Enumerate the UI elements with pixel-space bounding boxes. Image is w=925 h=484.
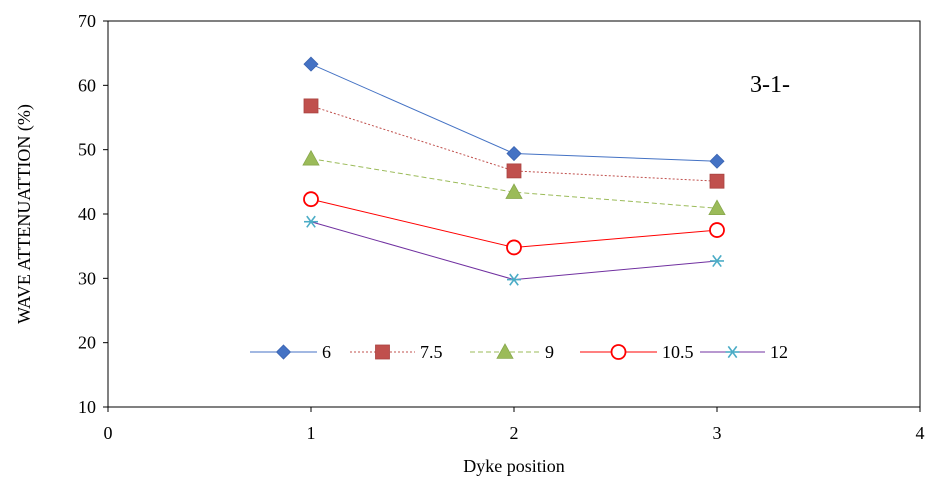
series-9 xyxy=(302,149,726,216)
legend-label: 10.5 xyxy=(662,342,694,362)
y-tick-label: 10 xyxy=(78,397,96,417)
series-12 xyxy=(304,215,724,286)
data-point xyxy=(709,173,725,189)
series-line xyxy=(310,158,718,209)
legend-item-10.5: 10.5 xyxy=(580,342,694,362)
legend-marker xyxy=(496,343,514,359)
legend-label: 12 xyxy=(770,342,788,362)
x-axis-ticks: 0 1 2 3 4 xyxy=(104,407,925,443)
series-7.5 xyxy=(303,98,725,189)
chart-annotation: 3-1- xyxy=(750,72,790,98)
legend-label: 9 xyxy=(545,342,554,362)
y-tick-label: 40 xyxy=(78,204,96,224)
legend: 6 7.5 9 10.5 12 xyxy=(250,342,788,362)
legend-label: 7.5 xyxy=(420,342,443,362)
x-tick-label: 1 xyxy=(307,423,316,443)
series-layer xyxy=(302,56,726,286)
series-6 xyxy=(303,56,725,169)
x-axis-label: Dyke position xyxy=(463,456,565,476)
data-point xyxy=(302,149,320,166)
legend-marker xyxy=(610,344,627,360)
legend-marker xyxy=(725,345,740,359)
data-point xyxy=(709,222,725,238)
data-point xyxy=(506,239,522,256)
data-point xyxy=(506,163,522,179)
y-tick-label: 70 xyxy=(78,11,96,31)
x-tick-label: 4 xyxy=(916,423,925,443)
data-point xyxy=(506,145,522,162)
data-point xyxy=(304,215,318,228)
y-tick-label: 60 xyxy=(78,75,96,95)
legend-marker xyxy=(275,344,292,360)
x-tick-label: 2 xyxy=(510,423,519,443)
data-point xyxy=(303,98,319,114)
data-point xyxy=(710,254,724,268)
legend-item-7.5: 7.5 xyxy=(350,342,443,362)
legend-marker xyxy=(375,344,390,360)
y-tick-label: 30 xyxy=(78,268,96,288)
x-tick-label: 3 xyxy=(713,423,722,443)
data-point xyxy=(507,273,521,286)
legend-item-9: 9 xyxy=(470,342,554,362)
legend-label: 6 xyxy=(322,342,331,362)
y-axis-ticks: 10 20 30 40 50 60 70 xyxy=(78,11,108,417)
data-point xyxy=(505,183,523,199)
x-tick-label: 0 xyxy=(104,423,113,443)
y-tick-label: 50 xyxy=(78,140,96,160)
data-point xyxy=(708,199,726,216)
series-10.5 xyxy=(303,191,725,256)
y-axis-label: WAVE ATTENUATTION (%) xyxy=(14,104,35,324)
data-point xyxy=(709,153,725,169)
legend-item-6: 6 xyxy=(250,342,331,362)
y-tick-label: 20 xyxy=(78,333,96,353)
data-point xyxy=(303,191,319,208)
legend-item-12: 12 xyxy=(700,342,788,362)
data-point xyxy=(303,56,319,72)
